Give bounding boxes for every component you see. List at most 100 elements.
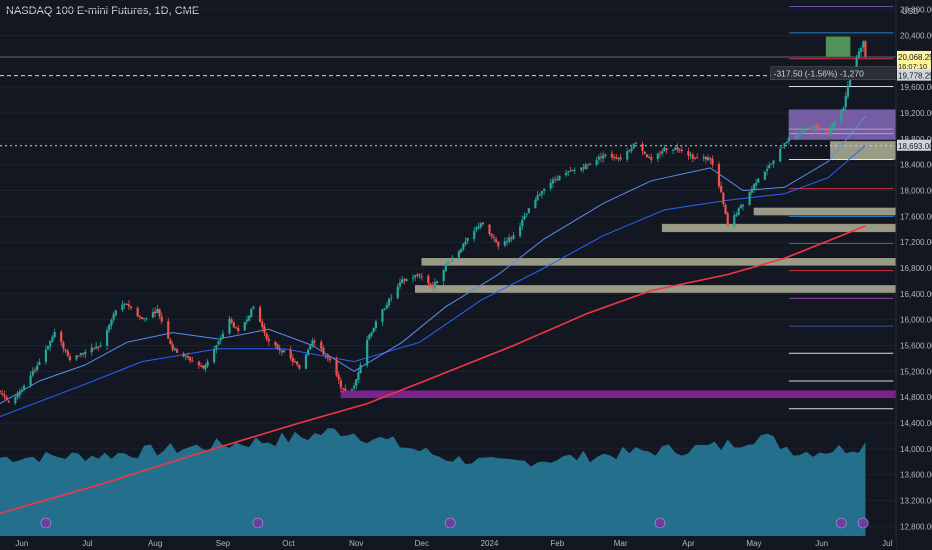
candle-body bbox=[173, 348, 176, 351]
time-axis: Jun Jul Aug Sep Oct Nov Dec 2024 Feb Mar Apr May Jun… bbox=[0, 536, 896, 550]
y-tick-label: 16,400.00 bbox=[900, 290, 932, 299]
candle-body bbox=[595, 160, 598, 166]
candle-body bbox=[291, 357, 294, 362]
zone-box bbox=[830, 141, 897, 160]
x-tick-label: Oct bbox=[282, 539, 295, 548]
candle-body bbox=[175, 349, 179, 353]
candle-body bbox=[0, 390, 2, 393]
candle-body bbox=[387, 298, 391, 306]
candle-body bbox=[46, 346, 50, 350]
candle-body bbox=[145, 318, 148, 320]
event-marker-icon[interactable] bbox=[40, 517, 52, 529]
candle-body bbox=[798, 132, 801, 135]
candle-body bbox=[612, 156, 616, 158]
candle-body bbox=[457, 251, 461, 258]
y-tick-label: 13,200.00 bbox=[900, 496, 932, 505]
candle-body bbox=[634, 142, 638, 144]
candle-body bbox=[160, 316, 163, 322]
zone-box bbox=[753, 207, 897, 216]
candle-body bbox=[324, 355, 327, 357]
candle-body bbox=[818, 127, 821, 130]
candle-body bbox=[125, 303, 128, 305]
x-tick-label: Nov bbox=[349, 539, 363, 548]
candle-body bbox=[250, 308, 253, 317]
candle-body bbox=[79, 352, 82, 356]
candle-body bbox=[661, 151, 664, 154]
candle-body bbox=[556, 179, 559, 181]
event-marker-icon[interactable] bbox=[444, 517, 456, 529]
candle-body bbox=[803, 128, 806, 132]
candle-body bbox=[497, 241, 500, 247]
candle-body bbox=[401, 279, 404, 284]
candle-body bbox=[186, 356, 190, 358]
candle-body bbox=[64, 349, 67, 351]
candle-body bbox=[678, 149, 681, 151]
candle-body bbox=[248, 315, 251, 321]
crosshair-price-badge-box bbox=[897, 69, 931, 81]
candle-body bbox=[169, 339, 172, 345]
y-tick-label: 17,600.00 bbox=[900, 212, 932, 221]
candle-body bbox=[414, 275, 417, 278]
candle-body bbox=[442, 270, 445, 282]
candle-body bbox=[309, 345, 312, 350]
candle-body bbox=[510, 237, 513, 239]
candle-body bbox=[342, 388, 345, 390]
candle-body bbox=[844, 96, 847, 108]
candle-body bbox=[206, 361, 209, 367]
candle-body bbox=[374, 321, 377, 329]
candle-body bbox=[842, 107, 845, 111]
y-tick-label: 20,800.00 bbox=[900, 6, 932, 15]
x-tick-label: Mar bbox=[614, 539, 628, 548]
candle-body bbox=[588, 163, 592, 165]
candle-body bbox=[494, 239, 498, 243]
candle-body bbox=[527, 208, 530, 214]
candle-body bbox=[512, 235, 515, 239]
x-tick-label: May bbox=[746, 539, 761, 548]
candle-body bbox=[521, 219, 524, 227]
candle-body bbox=[140, 317, 144, 320]
candle-body bbox=[167, 321, 170, 339]
y-tick-label: 15,600.00 bbox=[900, 341, 932, 350]
event-marker-icon[interactable] bbox=[857, 517, 869, 529]
zone-box bbox=[825, 36, 851, 57]
candle-body bbox=[352, 386, 356, 389]
zone-box bbox=[421, 258, 897, 266]
candle-body bbox=[809, 128, 812, 130]
event-marker-icon[interactable] bbox=[836, 517, 847, 529]
candle-body bbox=[204, 365, 207, 370]
candle-body bbox=[693, 157, 697, 159]
candle-body bbox=[543, 188, 546, 191]
candle-body bbox=[580, 167, 583, 171]
candle-body bbox=[81, 353, 85, 355]
candle-body bbox=[33, 370, 37, 372]
y-tick-label: 15,200.00 bbox=[900, 367, 932, 376]
candle-body bbox=[626, 151, 629, 160]
candle-body bbox=[549, 182, 552, 189]
candle-body bbox=[182, 353, 185, 357]
candle-body bbox=[827, 131, 830, 134]
candle-body bbox=[724, 204, 727, 215]
candle-body bbox=[261, 321, 264, 327]
candle-body bbox=[503, 241, 506, 246]
candle-body bbox=[829, 129, 832, 135]
candle-body bbox=[357, 372, 360, 380]
level-price-badge: 18,693.00 bbox=[898, 142, 932, 151]
candle-body bbox=[123, 303, 126, 305]
candle-body bbox=[656, 153, 659, 159]
candle-body bbox=[228, 318, 231, 334]
last-price-badge-countdown: 16:07:10 bbox=[898, 62, 927, 71]
y-tick-label: 19,600.00 bbox=[900, 83, 932, 92]
x-tick-label: Apr bbox=[682, 539, 695, 548]
candle-body bbox=[398, 282, 402, 287]
candle-body bbox=[833, 122, 836, 125]
candle-body bbox=[671, 149, 675, 151]
candle-body bbox=[536, 195, 539, 201]
candle-body bbox=[368, 334, 371, 340]
candle-body bbox=[475, 227, 478, 230]
event-marker-icon[interactable] bbox=[654, 517, 666, 529]
event-marker-icon[interactable] bbox=[252, 517, 264, 529]
candle-body bbox=[569, 170, 572, 172]
candle-body bbox=[381, 309, 384, 322]
